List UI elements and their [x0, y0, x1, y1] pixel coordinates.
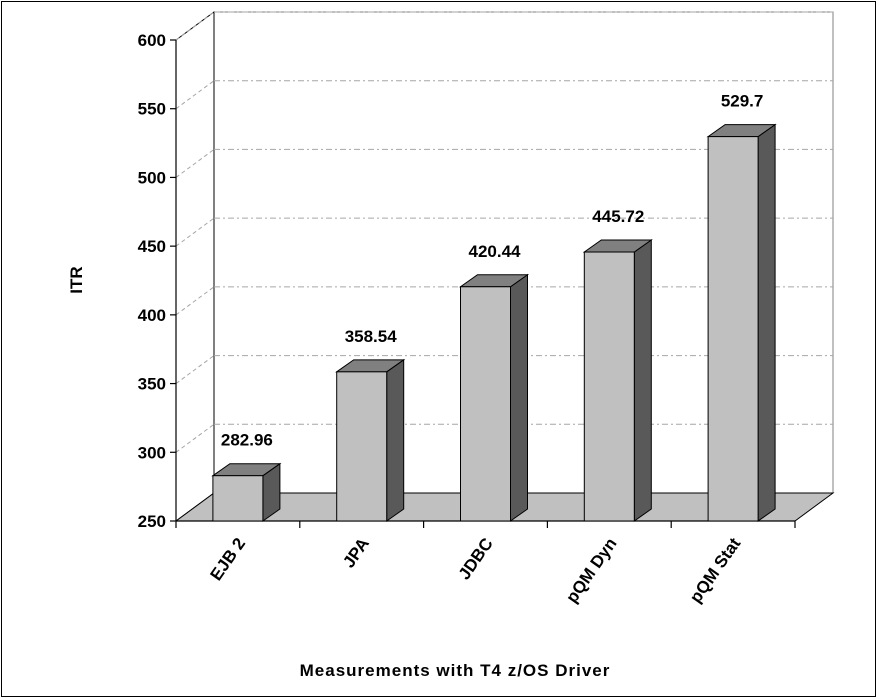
bar	[460, 286, 511, 522]
x-tick-label: EJB 2	[207, 534, 250, 584]
side-gridline	[175, 217, 215, 247]
bar	[707, 136, 759, 522]
x-axis-title: Measurements with T4 z/OS Driver	[300, 661, 611, 680]
side-gridline	[175, 149, 215, 178]
x-tick-label: pQM Stat	[686, 534, 745, 606]
y-tick-label: 450	[138, 237, 166, 256]
y-tick-label: 300	[138, 443, 166, 462]
bar	[212, 475, 264, 522]
data-label: 282.96	[221, 431, 273, 450]
y-tick-label: 350	[138, 375, 166, 394]
x-tick-label: JPA	[339, 534, 373, 571]
data-label: 420.44	[469, 242, 522, 261]
bar-side	[633, 239, 652, 522]
bar-side	[510, 273, 528, 522]
y-tick-label: 500	[138, 168, 166, 187]
bar	[583, 251, 635, 522]
y-tick-label: 250	[138, 512, 166, 531]
bar-group	[458, 273, 530, 522]
data-label: 358.54	[345, 327, 398, 346]
side-gridline	[175, 11, 215, 41]
y-tick-label: 400	[138, 306, 166, 325]
data-label: 445.72	[592, 207, 644, 226]
side-gridline	[175, 355, 215, 384]
side-gridline	[175, 80, 215, 110]
data-label: 529.7	[721, 92, 764, 111]
side-wall	[175, 11, 215, 522]
bar	[336, 371, 388, 522]
y-tick-label: 550	[138, 100, 166, 119]
x-tick-label: pQM Dyn	[562, 534, 620, 606]
side-gridline	[175, 423, 215, 453]
bar-group	[706, 123, 777, 522]
side-gridline	[175, 286, 215, 316]
bar-group	[211, 462, 282, 522]
bar-side	[386, 358, 405, 522]
plot-area: 250 300 350 400 450 500 550 600 282.96 EJB 2 358.5…	[138, 11, 835, 606]
bar-group	[335, 358, 406, 522]
y-tick-label: 600	[138, 31, 166, 50]
x-tick-label: JDBC	[455, 534, 497, 583]
bar-group	[582, 239, 653, 522]
bar-side	[757, 123, 776, 522]
y-axis-title: ITR	[67, 266, 86, 293]
